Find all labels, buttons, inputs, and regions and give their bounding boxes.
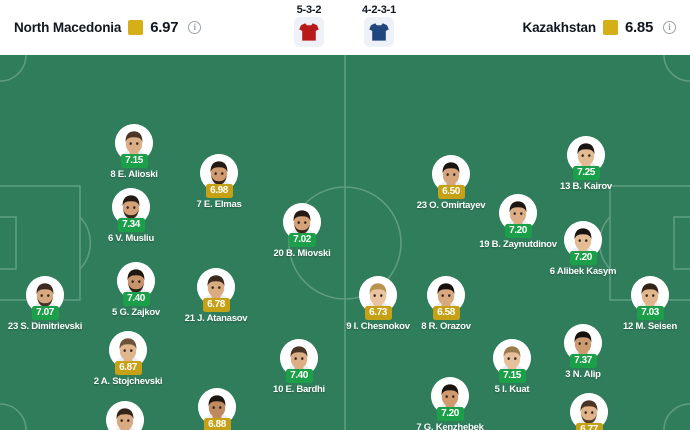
player-name: 10 E. Bardhi [273,383,325,395]
player-rating: 6.98 [205,184,233,198]
away-info-icon[interactable]: i [663,21,676,34]
player-rating: 6.50 [437,185,465,199]
player-card[interactable]: 7.03 12 M. Seisen [608,276,690,332]
player-rating: 7.20 [569,251,597,265]
player-card[interactable]: 6.78 21 J. Atanasov [174,268,258,324]
player-card[interactable]: 7.02 20 B. Miovski [260,203,344,259]
player-rating: 6.77 [575,423,603,430]
player-rating: 6.78 [202,298,230,312]
player-rating: 7.15 [120,154,148,168]
player-rating: 7.15 [498,369,526,383]
player-card[interactable]: 7.15 5 I. Kuat [470,339,554,395]
player-card[interactable]: 6.533 S. Aškovski [83,401,167,430]
player-name: 9 I. Chesnokov [346,320,410,332]
player-rating: 7.02 [288,233,316,247]
player-card[interactable]: 6.87 2 A. Stojchevski [86,331,170,387]
player-rating: 7.34 [117,218,145,232]
player-card[interactable]: 6.50 23 O. Omirtayev [409,155,493,211]
player-rating: 7.40 [122,292,150,306]
player-name: 6 Alibek Kasym [549,265,617,277]
player-card[interactable]: 6.73 9 I. Chesnokov [336,276,420,332]
player-rating: 7.03 [636,306,664,320]
player-card[interactable]: 7.07 23 S. Dimitrievski [3,276,87,332]
player-rating: 6.58 [432,306,460,320]
home-rating-swatch [128,20,144,35]
away-team-rating: 6.85 [625,19,653,36]
player-name: 2 A. Stojchevski [93,375,163,387]
player-card[interactable]: 7.37 3 N. Alip [541,324,625,380]
player-name: 20 B. Miovski [273,247,331,259]
home-team-header[interactable]: North Macedonia 6.97 i [14,19,202,36]
player-name: 5 I. Kuat [494,383,530,395]
player-rating: 7.40 [285,369,313,383]
player-avatar [106,401,144,430]
lineup-header: North Macedonia 6.97 i 5-3-2 4-2-3-1 [0,0,690,55]
player-rating: 7.20 [504,224,532,238]
home-info-icon[interactable]: i [188,21,202,34]
away-rating-swatch [603,20,618,35]
player-card[interactable]: 6.8818 T. Kostadinov [175,388,259,430]
player-card[interactable]: 7.20 7 G. Kenzhebek [408,377,492,430]
player-rating: 7.20 [436,407,464,421]
home-formation[interactable]: 5-3-2 [293,0,324,47]
player-name: 3 N. Alip [565,368,601,380]
home-team-name: North Macedonia [14,20,122,35]
player-rating: 7.37 [569,354,597,368]
player-card[interactable]: 6.7711 Y. Vorogovskiy [547,393,631,430]
pitch: 7.07 23 S. Dimitrievski 7.15 8 E. Alioski … [0,55,690,430]
player-name: 8 E. Alioski [110,168,158,180]
player-card[interactable]: 7.34 6 V. Musliu [89,188,173,244]
away-team-header[interactable]: Kazakhstan 6.85 i [522,19,676,36]
player-name: 23 O. Omirtayev [416,199,486,211]
player-name: 7 E. Elmas [196,198,242,210]
home-shirt-icon [293,17,324,47]
home-team-rating: 6.97 [150,19,179,36]
player-card[interactable]: 7.20 19 B. Zaynutdinov [476,194,560,250]
player-name: 23 S. Dimitrievski [7,320,83,332]
player-name: 19 B. Zaynutdinov [479,238,557,250]
player-name: 6 V. Musliu [108,232,154,244]
player-card[interactable]: 7.40 5 G. Zajkov [94,262,178,318]
home-formation-label: 5-3-2 [296,4,322,16]
player-rating: 7.25 [572,166,600,180]
player-name: 7 G. Kenzhebek [416,421,484,430]
player-name: 8 R. Orazov [421,320,471,332]
away-formation-label: 4-2-3-1 [361,4,397,16]
player-card[interactable]: 7.15 8 E. Alioski [92,124,176,180]
player-name: 5 G. Zajkov [112,306,160,318]
player-name: 13 B. Kairov [560,180,612,192]
formations-row: 5-3-2 4-2-3-1 [0,0,690,55]
player-rating: 6.88 [203,418,231,430]
player-name: 21 J. Atanasov [184,312,248,324]
player-name: 12 M. Seisen [622,320,678,332]
player-rating: 7.07 [31,306,59,320]
away-team-name: Kazakhstan [522,20,596,35]
player-card[interactable]: 7.40 10 E. Bardhi [257,339,341,395]
player-card[interactable]: 6.58 8 R. Orazov [404,276,488,332]
player-card[interactable]: 7.20 6 Alibek Kasym [541,221,625,277]
player-card[interactable]: 7.25 13 B. Kairov [544,136,628,192]
away-shirt-icon [364,17,394,47]
player-rating: 6.87 [114,361,142,375]
away-formation[interactable]: 4-2-3-1 [362,0,396,47]
player-rating: 6.73 [364,306,392,320]
player-avatar [197,268,235,306]
player-card[interactable]: 6.98 7 E. Elmas [177,154,261,210]
